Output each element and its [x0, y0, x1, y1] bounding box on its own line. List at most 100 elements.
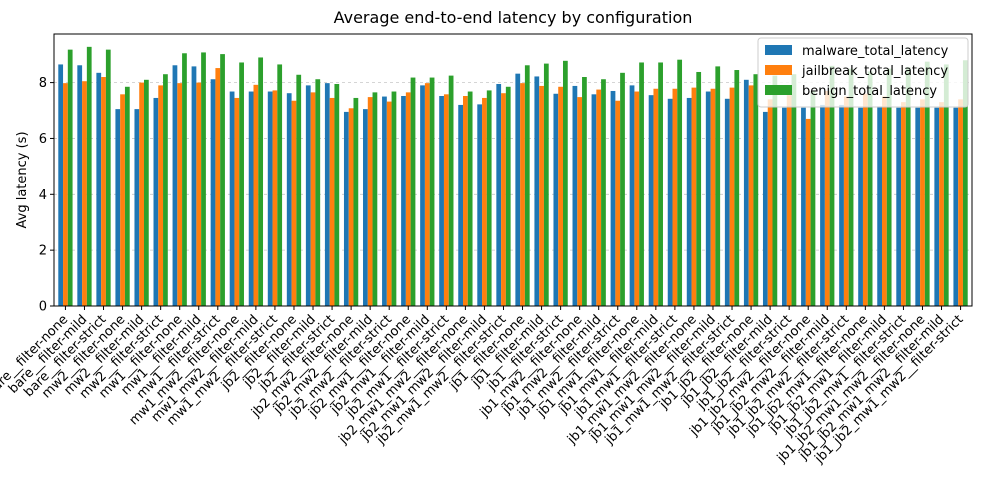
bar-malware_total_latency-jb2_mw1__filter-none: [401, 96, 406, 306]
bar-jailbreak_total_latency-jb2__filter-none: [291, 100, 297, 307]
bar-benign_total_latency-jb1_mw2__filter-strict: [620, 72, 625, 306]
bar-benign_total_latency-jb2_mw1_mw2__filter-mild: [486, 90, 492, 306]
legend-entry-label: malware_total_latency: [802, 44, 949, 59]
bar-jailbreak_total_latency-jb2_mw1__filter-none: [405, 92, 411, 307]
bar-malware_total_latency-jb1_jb2_mw2__filter-none: [801, 107, 806, 306]
bar-benign_total_latency-jb2_mw1__filter-mild: [429, 77, 435, 306]
bar-benign_total_latency-jb1_mw1_mw2__filter-strict: [734, 70, 740, 307]
legend-entry-label: jailbreak_total_latency: [801, 64, 948, 79]
bar-malware_total_latency-jb2__filter-mild: [305, 85, 311, 306]
bar-benign_total_latency-jb1_mw2__filter-none: [582, 77, 587, 306]
bar-benign_total_latency-mw1__filter-strict: [220, 54, 225, 306]
bar-jailbreak_total_latency-jb1_jb2_mw2__filter-none: [805, 118, 811, 307]
bar-jailbreak_total_latency-mw1__filter-strict: [215, 68, 221, 306]
bar-benign_total_latency-jb1_jb2_mw1_mw2__filter-strict: [962, 60, 968, 306]
bar-malware_total_latency-jb1__filter-mild: [534, 76, 540, 306]
bar-benign_total_latency-jb2_mw2__filter-mild: [372, 92, 378, 307]
bar-benign_total_latency-bare__filter-none: [67, 49, 73, 306]
bar-jailbreak_total_latency-jb1_jb2__filter-mild: [767, 99, 773, 306]
bar-benign_total_latency-jb1__filter-none: [524, 65, 530, 306]
bar-jailbreak_total_latency-mw1_mw2__filter-mild: [253, 84, 259, 306]
bar-benign_total_latency-mw2__filter-strict: [163, 74, 168, 307]
bar-benign_total_latency-jb1_jb2_mw2__filter-strict: [848, 68, 854, 306]
bar-malware_total_latency-mw1__filter-strict: [210, 79, 216, 307]
bar-benign_total_latency-jb1_mw1_mw2__filter-none: [696, 71, 702, 306]
bar-benign_total_latency-mw1_mw2__filter-strict: [277, 64, 283, 306]
legend-swatch: [765, 65, 792, 75]
bar-benign_total_latency-jb2_mw1__filter-none: [410, 77, 416, 306]
bar-benign_total_latency-bare__filter-strict: [105, 49, 111, 306]
bar-malware_total_latency-jb1_jb2_mw1_mw2__filter-mild: [934, 107, 940, 306]
y-tick-label: 0: [39, 300, 47, 315]
bar-malware_total_latency-jb1_jb2_mw1__filter-mild: [877, 106, 883, 306]
y-axis-label: Avg latency (s): [15, 131, 30, 228]
bar-jailbreak_total_latency-mw1__filter-mild: [196, 82, 202, 306]
y-tick-label: 8: [39, 76, 47, 91]
bar-benign_total_latency-jb1_mw2__filter-mild: [601, 79, 606, 307]
bar-jailbreak_total_latency-jb2_mw1__filter-mild: [424, 83, 430, 307]
bar-malware_total_latency-jb1_mw1__filter-strict: [667, 98, 673, 306]
bar-jailbreak_total_latency-jb1_mw1__filter-none: [634, 91, 640, 306]
bar-benign_total_latency-mw2__filter-mild: [143, 79, 149, 306]
bar-benign_total_latency-jb1_jb2_mw1_mw2__filter-none: [924, 61, 930, 307]
bar-malware_total_latency-jb1_jb2__filter-mild: [762, 111, 768, 306]
bar-jailbreak_total_latency-jb2_mw2__filter-none: [348, 108, 354, 306]
y-tick-label: 2: [39, 244, 47, 259]
bar-jailbreak_total_latency-jb1_jb2_mw1_mw2__filter-strict: [958, 99, 963, 306]
bar-benign_total_latency-jb2__filter-strict: [334, 83, 340, 307]
bar-jailbreak_total_latency-bare__filter-none: [63, 83, 68, 307]
bar-jailbreak_total_latency-jb1__filter-mild: [539, 85, 544, 306]
bar-jailbreak_total_latency-jb2_mw1_mw2__filter-mild: [482, 97, 487, 306]
bar-malware_total_latency-mw1__filter-mild: [191, 66, 197, 306]
bar-benign_total_latency-mw1__filter-none: [182, 53, 187, 306]
legend-entry-label: benign_total_latency: [802, 84, 937, 99]
bar-benign_total_latency-jb1_mw1__filter-mild: [658, 62, 663, 307]
bar-malware_total_latency-jb1__filter-strict: [553, 93, 559, 306]
bar-jailbreak_total_latency-jb1_mw1_mw2__filter-strict: [729, 87, 735, 307]
bar-malware_total_latency-bare__filter-mild: [77, 65, 83, 306]
bar-malware_total_latency-bare__filter-strict: [96, 72, 102, 306]
bar-benign_total_latency-jb1__filter-mild: [543, 63, 549, 306]
bar-benign_total_latency-jb2_mw2__filter-strict: [391, 91, 397, 306]
plot-frame: [53, 33, 973, 307]
bar-malware_total_latency-jb1_jb2_mw1_mw2__filter-strict: [953, 107, 959, 306]
bar-benign_total_latency-jb2_mw1_mw2__filter-none: [467, 91, 473, 306]
bar-benign_total_latency-jb2__filter-mild: [315, 79, 321, 307]
bar-jailbreak_total_latency-mw1_mw2__filter-none: [234, 97, 240, 306]
bar-benign_total_latency-jb1_jb2_mw2__filter-none: [810, 90, 816, 306]
bar-malware_total_latency-mw1_mw2__filter-none: [229, 91, 235, 306]
bar-jailbreak_total_latency-jb1_mw1_mw2__filter-none: [691, 87, 697, 307]
bar-jailbreak_total_latency-jb1__filter-strict: [558, 86, 563, 306]
bar-jailbreak_total_latency-jb1_mw2__filter-mild: [596, 89, 602, 306]
bar-benign_total_latency-jb1_jb2_mw1__filter-strict: [905, 67, 911, 306]
bar-jailbreak_total_latency-jb1_jb2_mw1__filter-strict: [901, 102, 906, 306]
y-tick-label: 6: [39, 132, 47, 147]
bar-jailbreak_total_latency-mw2__filter-none: [120, 94, 125, 306]
bar-jailbreak_total_latency-jb1_jb2_mw1_mw2__filter-mild: [939, 102, 944, 306]
bar-jailbreak_total_latency-jb1_mw1_mw2__filter-mild: [710, 88, 716, 307]
bar-benign_total_latency-jb1_mw1__filter-none: [639, 62, 644, 307]
bar-benign_total_latency-mw1_mw2__filter-none: [239, 62, 244, 307]
bar-benign_total_latency-jb1_jb2__filter-strict: [791, 74, 797, 307]
bar-jailbreak_total_latency-bare__filter-mild: [82, 81, 87, 306]
bar-benign_total_latency-jb1_jb2__filter-none: [753, 74, 759, 307]
bar-malware_total_latency-jb2_mw1__filter-mild: [420, 85, 425, 306]
bars: [58, 46, 968, 307]
bar-jailbreak_total_latency-jb1__filter-none: [520, 83, 525, 307]
bar-benign_total_latency-jb1_mw1_mw2__filter-mild: [715, 66, 721, 306]
bar-malware_total_latency-jb1_mw1_mw2__filter-strict: [724, 98, 730, 306]
bar-jailbreak_total_latency-jb2__filter-strict: [329, 97, 335, 306]
bar-jailbreak_total_latency-jb1_jb2_mw1_mw2__filter-none: [920, 99, 925, 306]
bar-malware_total_latency-jb1_jb2_mw2__filter-mild: [820, 104, 825, 307]
bar-benign_total_latency-jb1_mw1__filter-strict: [677, 59, 683, 306]
bar-benign_total_latency-mw2__filter-none: [124, 86, 130, 306]
bar-malware_total_latency-mw2__filter-mild: [134, 109, 140, 307]
legend-swatch: [765, 85, 792, 95]
bar-malware_total_latency-mw2__filter-strict: [153, 97, 159, 306]
bar-jailbreak_total_latency-jb2__filter-mild: [310, 92, 316, 307]
bar-malware_total_latency-jb1_jb2__filter-strict: [782, 107, 787, 306]
bar-benign_total_latency-jb2__filter-none: [296, 74, 302, 307]
bar-benign_total_latency-bare__filter-mild: [86, 46, 92, 306]
bar-benign_total_latency-jb1_jb2_mw2__filter-mild: [829, 65, 835, 306]
